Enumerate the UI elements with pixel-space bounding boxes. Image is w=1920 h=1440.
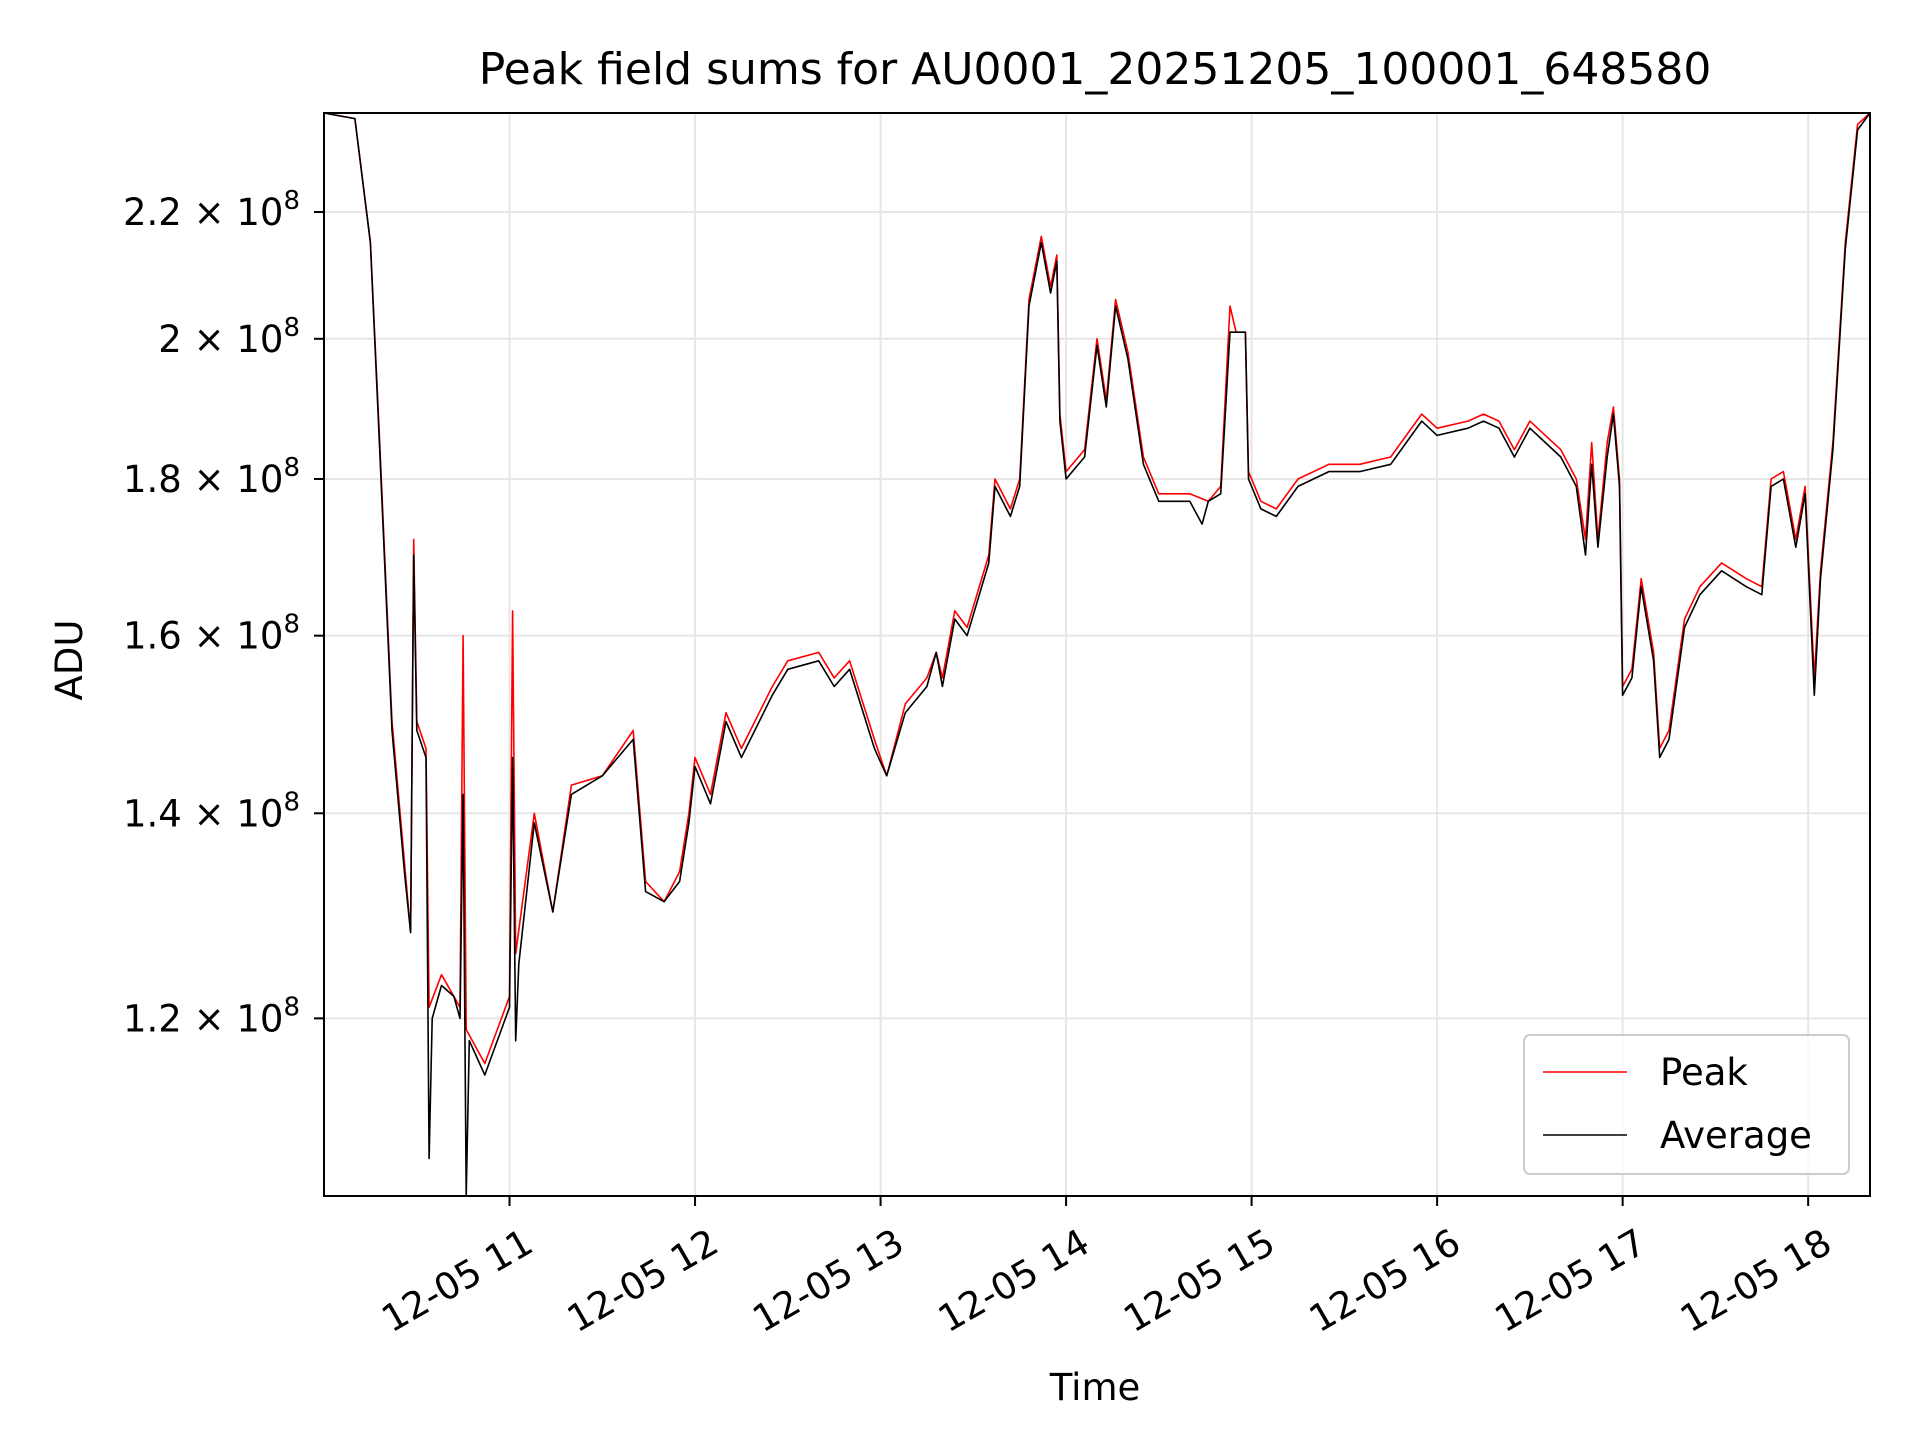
y-tick-times: × [182,615,237,658]
y-tick-label: 1.6 × 108 [123,610,300,658]
legend-box [1523,1034,1850,1175]
y-tick-label: 1.4 × 108 [123,787,300,835]
y-tick-base: 10 [236,318,283,361]
legend: Peak Average [1523,1034,1850,1175]
legend-label-average: Average [1660,1114,1812,1157]
y-tick-label: 1.2 × 108 [123,992,300,1040]
y-tick-mantissa: 1.6 [123,615,182,658]
y-tick-mantissa: 1.2 [123,997,182,1040]
y-tick-mantissa: 2.2 [123,191,182,234]
y-axis-label: ADU [48,620,91,701]
y-tick-exponent: 8 [283,313,300,343]
series-line-peak [323,112,1871,1065]
y-tick-label: 2.2 × 108 [123,186,300,234]
y-tick-label: 2 × 108 [158,313,300,361]
y-tick-exponent: 8 [283,453,300,483]
y-tick-exponent: 8 [283,610,300,640]
y-tick-times: × [182,191,237,234]
grid [324,113,1870,1196]
x-axis-label: Time [1049,1366,1141,1409]
series-lines [323,112,1871,1197]
y-tick-times: × [182,318,237,361]
y-tick-base: 10 [236,191,283,234]
y-tick-times: × [182,458,237,501]
y-tick-times: × [182,997,237,1040]
y-tick-base: 10 [236,997,283,1040]
y-tick-exponent: 8 [283,992,300,1022]
y-tick-exponent: 8 [283,186,300,216]
y-tick-exponent: 8 [283,787,300,817]
y-tick-base: 10 [236,792,283,835]
axes-frame [323,112,1871,1197]
series-line-average [323,112,1871,1197]
y-tick-label: 1.8 × 108 [123,453,300,501]
y-tick-mantissa: 2 [158,318,182,361]
y-tick-base: 10 [236,458,283,501]
y-tick-mantissa: 1.4 [123,792,182,835]
y-tick-times: × [182,792,237,835]
chart-title: Peak field sums for AU0001_20251205_1000… [479,44,1712,95]
legend-label-peak: Peak [1660,1051,1748,1094]
y-tick-base: 10 [236,615,283,658]
y-tick-mantissa: 1.8 [123,458,182,501]
